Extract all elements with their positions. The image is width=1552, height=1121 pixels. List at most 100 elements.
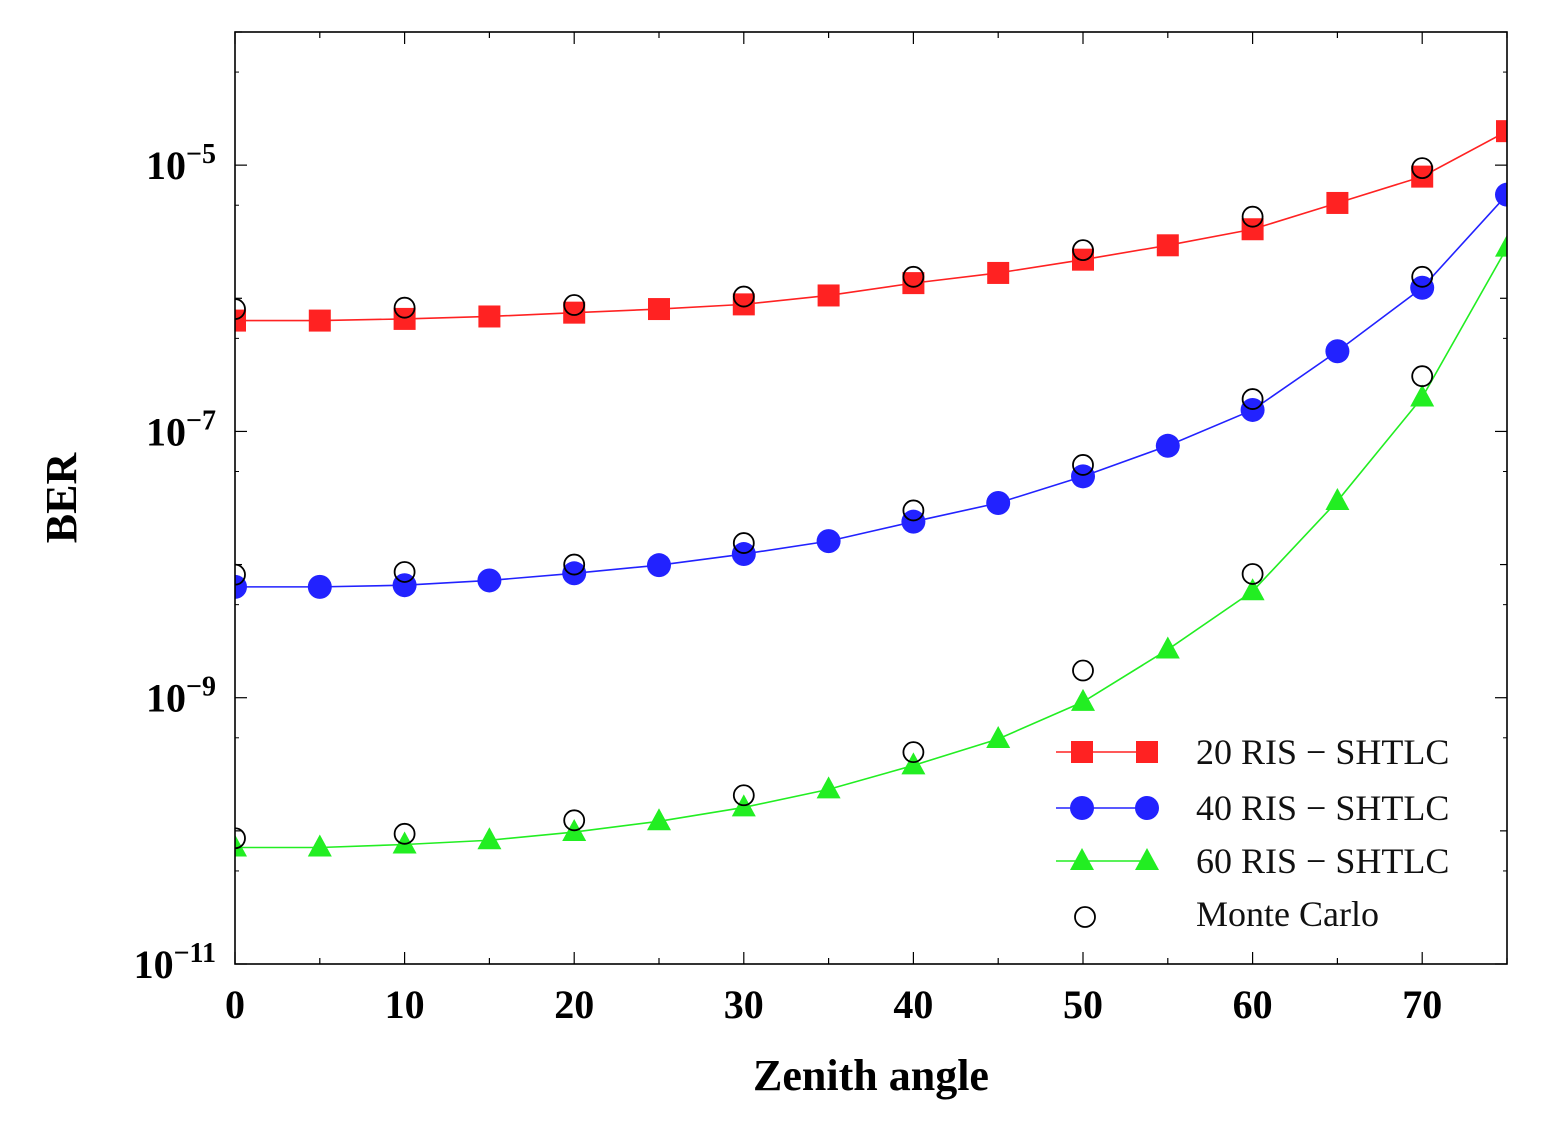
monte-carlo-point: [902, 741, 925, 764]
monte-carlo-point: [1241, 563, 1264, 585]
monte-carlo-point: [235, 827, 246, 850]
legend-marker: [1070, 796, 1094, 820]
monte-carlo-point: [1072, 239, 1094, 262]
y-tick-label: 10−9: [146, 672, 216, 721]
y-axis-label: BER: [37, 452, 86, 544]
x-tick-label: 40: [893, 982, 933, 1027]
data-point: [1495, 234, 1507, 257]
y-tick-labels: 10−5 10−7 10−9 10−11: [134, 139, 216, 987]
data-point: [1155, 636, 1180, 659]
data-point: [1155, 433, 1180, 458]
data-point: [1326, 191, 1349, 214]
monte-carlo-point: [235, 563, 246, 586]
monte-carlo-point: [1072, 454, 1094, 476]
monte-carlo-point: [1072, 659, 1094, 682]
series-layer: [235, 120, 1507, 857]
x-tick-label: 50: [1063, 982, 1103, 1027]
monte-carlo-point: [732, 784, 755, 807]
monte-carlo-point: [902, 265, 925, 288]
data-point: [1071, 464, 1095, 489]
monte-carlo-point: [393, 296, 416, 319]
series-line: [235, 194, 1507, 588]
x-tick-label: 0: [225, 982, 245, 1027]
data-point: [563, 301, 586, 324]
data-point: [816, 529, 841, 554]
x-tick-label: 30: [724, 982, 764, 1027]
data-point: [307, 574, 332, 599]
plot-frame: [234, 31, 1508, 965]
data-point: [986, 491, 1011, 516]
y-tick-label: 10−11: [134, 938, 216, 987]
series-line: [235, 130, 1507, 322]
monte-carlo-point: [1241, 205, 1264, 228]
data-point: [1410, 384, 1435, 407]
data-point: [987, 261, 1010, 284]
legend-marker: [1136, 741, 1158, 763]
legend-label: 60 RIS − SHTLC: [1196, 841, 1449, 881]
monte-carlo-point: [1411, 365, 1434, 388]
data-point: [816, 776, 841, 799]
monte-carlo-point: [563, 294, 586, 316]
x-tick-label: 20: [554, 982, 594, 1027]
data-point: [235, 574, 247, 599]
data-point: [1410, 275, 1435, 300]
data-point: [1240, 578, 1265, 601]
data-point: [817, 284, 840, 307]
monte-carlo-point: [393, 561, 416, 583]
data-point: [902, 272, 925, 295]
monte-carlo-point: [1241, 388, 1264, 410]
monte-carlo-point: [235, 298, 246, 320]
x-tick-label: 70: [1402, 982, 1442, 1027]
legend-marker: [1135, 796, 1159, 820]
data-point: [647, 553, 671, 578]
data-point: [478, 305, 501, 328]
data-point: [477, 568, 502, 593]
legend-marker: [1135, 848, 1159, 870]
data-point: [235, 309, 246, 332]
x-tick-labels: 0 10 20 30 40 50 60 70: [225, 982, 1442, 1027]
legend-marker: [1070, 848, 1094, 870]
monte-carlo-point: [1411, 157, 1434, 180]
x-axis-label: Zenith angle: [753, 1051, 989, 1100]
legend: 20 RIS − SHTLC 40 RIS − SHTLC 60 RIS − SHT…: [1056, 732, 1449, 934]
data-point: [1325, 339, 1350, 364]
data-point: [731, 542, 756, 567]
data-point: [1071, 688, 1095, 711]
monte-carlo-point: [902, 499, 925, 522]
series-4: [235, 157, 1434, 850]
plot-area: [235, 120, 1507, 857]
series-1: [235, 120, 1507, 332]
data-point: [1156, 234, 1179, 257]
data-point: [901, 509, 926, 534]
data-point: [393, 307, 416, 330]
x-tick-label: 10: [385, 982, 425, 1027]
monte-carlo-point: [563, 553, 586, 576]
monte-carlo-point: [732, 285, 755, 308]
data-point: [986, 725, 1011, 748]
data-point: [477, 827, 502, 850]
data-point: [1496, 120, 1507, 143]
data-point: [1325, 488, 1350, 511]
monte-carlo-point: [1411, 265, 1434, 288]
data-point: [1241, 218, 1264, 241]
legend-label: Monte Carlo: [1196, 894, 1379, 934]
series-line: [235, 247, 1507, 849]
data-point: [392, 831, 417, 854]
data-point: [308, 309, 331, 332]
legend-marker: [1074, 906, 1096, 928]
data-point: [307, 834, 332, 857]
series-3: [235, 234, 1507, 857]
x-tick-label: 60: [1233, 982, 1273, 1027]
monte-carlo-point: [732, 532, 755, 554]
legend-marker: [1071, 741, 1093, 763]
data-point: [647, 808, 671, 831]
y-tick-label: 10−5: [146, 139, 216, 188]
data-point: [648, 298, 670, 321]
data-point: [1411, 165, 1434, 188]
data-point: [1495, 182, 1507, 207]
legend-label: 40 RIS − SHTLC: [1196, 788, 1449, 828]
data-point: [732, 293, 755, 316]
data-point: [901, 752, 926, 775]
